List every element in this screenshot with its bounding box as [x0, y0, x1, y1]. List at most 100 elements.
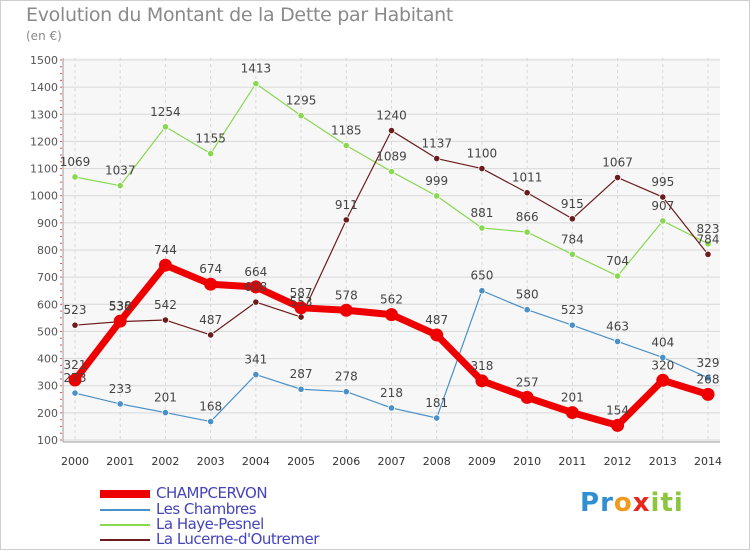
series-point-3 [659, 193, 667, 201]
series-point-2 [659, 217, 667, 225]
series-point-0 [430, 328, 444, 342]
data-label: 1413 [241, 62, 272, 76]
y-tick-label: 1300 [30, 108, 58, 121]
chart-subtitle: (en €) [26, 29, 62, 43]
series-point-3 [161, 316, 170, 324]
data-label: 168 [199, 400, 222, 414]
data-label: 404 [651, 335, 674, 349]
legend-swatch [100, 539, 150, 541]
data-label: 154 [606, 403, 629, 417]
data-label: 553 [290, 295, 313, 309]
series-point-1 [523, 306, 531, 314]
data-label: 1069 [60, 155, 91, 169]
series-point-1 [704, 374, 712, 382]
data-label: 881 [470, 206, 493, 220]
data-label: 233 [109, 382, 132, 396]
series-point-1 [568, 321, 576, 329]
series-point-1 [478, 287, 486, 295]
x-tick-label: 2010 [513, 455, 541, 468]
series-point-2 [161, 123, 170, 131]
x-tick-label: 2014 [694, 455, 722, 468]
series-point-2 [342, 141, 350, 150]
x-tick-label: 2009 [468, 455, 496, 468]
series-point-0 [204, 277, 218, 291]
data-label: 1185 [331, 124, 362, 138]
data-label: 1089 [376, 150, 407, 164]
x-tick-label: 2005 [287, 455, 315, 468]
y-tick-label: 700 [37, 271, 58, 284]
series-point-1 [433, 414, 441, 422]
logo-letter: i [673, 488, 684, 518]
y-tick-label: 1100 [30, 163, 58, 176]
data-label: 318 [470, 359, 493, 373]
series-point-1 [252, 370, 260, 379]
data-label: 320 [651, 358, 674, 372]
series-point-1 [116, 400, 124, 408]
x-tick-label: 2002 [151, 455, 179, 468]
legend-label: Les Chambres [156, 500, 257, 518]
data-label: 542 [154, 298, 177, 312]
data-label: 181 [425, 396, 448, 410]
series-point-0 [158, 258, 172, 272]
series-point-1 [297, 385, 305, 393]
series-point-1 [71, 389, 79, 397]
data-label: 523 [561, 303, 584, 317]
data-label: 329 [697, 356, 720, 370]
data-label: 1067 [602, 156, 633, 170]
data-label: 487 [199, 313, 222, 327]
x-tick-label: 2001 [106, 455, 134, 468]
series-point-2 [71, 173, 79, 181]
data-label: 674 [199, 262, 222, 276]
series-point-0 [249, 280, 263, 294]
data-label: 201 [561, 391, 584, 405]
series-point-2 [252, 80, 260, 88]
data-label: 1100 [467, 147, 498, 161]
data-label: 536 [109, 300, 132, 314]
y-tick-label: 1000 [30, 190, 58, 203]
legend-label: La Lucerne-d'Outremer [156, 530, 319, 548]
y-tick-label: 400 [37, 353, 58, 366]
data-label: 218 [380, 386, 403, 400]
series-point-2 [433, 192, 441, 200]
data-label: 1254 [150, 105, 181, 119]
data-label: 995 [651, 175, 674, 189]
logo-letter: r [600, 488, 614, 518]
series-point-3 [478, 164, 486, 173]
series-point-3 [387, 126, 396, 135]
series-point-3 [207, 331, 215, 339]
series-point-0 [113, 314, 127, 328]
legend-swatch [100, 509, 150, 511]
x-tick-label: 2008 [423, 455, 451, 468]
legend-swatch [100, 524, 150, 526]
data-label: 523 [64, 303, 87, 317]
legend-label: La Haye-Pesnel [156, 515, 264, 533]
data-label: 911 [335, 198, 358, 212]
data-label: 907 [651, 199, 674, 213]
series-point-0 [475, 374, 489, 388]
y-tick-label: 1400 [30, 81, 58, 94]
data-label: 784 [561, 232, 584, 246]
legend-label: CHAMPCERVON [156, 484, 268, 502]
series-point-0 [701, 387, 715, 401]
series-point-0 [339, 303, 353, 317]
series-point-3 [297, 313, 305, 321]
data-label: 608 [244, 280, 267, 294]
data-label: 915 [561, 197, 584, 211]
y-tick-label: 200 [37, 407, 58, 420]
series-point-3 [71, 321, 79, 329]
series-point-1 [613, 337, 622, 346]
data-label: 341 [244, 353, 267, 367]
y-tick-label: 900 [37, 217, 58, 230]
series-point-2 [568, 250, 576, 258]
series-point-2 [704, 240, 712, 248]
y-tick-label: 800 [37, 244, 58, 257]
data-label: 463 [606, 319, 629, 333]
series-point-0 [294, 301, 308, 315]
series-point-1 [387, 404, 396, 412]
x-tick-label: 2003 [197, 455, 225, 468]
logo-letter: t [660, 488, 674, 518]
data-label: 1137 [421, 137, 452, 151]
series-point-3 [433, 154, 441, 163]
data-label: 866 [516, 210, 539, 224]
series-point-1 [161, 408, 170, 417]
